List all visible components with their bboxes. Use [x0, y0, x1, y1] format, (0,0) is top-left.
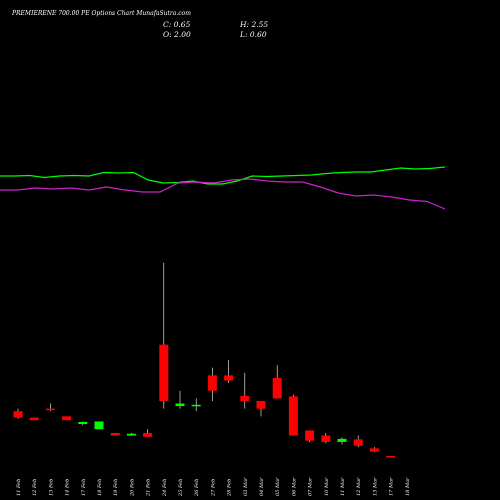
candle-body — [386, 456, 396, 458]
candle-body — [126, 433, 136, 436]
x-tick-label: 27 Feb — [210, 479, 216, 497]
x-tick-label: 12 Feb — [32, 479, 38, 496]
x-tick-label: 17 Feb — [81, 479, 87, 496]
x-axis-labels: 11 Feb 12 Feb 13 Feb 14 Feb 17 Feb 18 Feb 19 F… — [16, 477, 411, 497]
candle-body — [321, 435, 331, 442]
x-tick-label: 12 Mar — [356, 477, 362, 496]
x-tick-label: 28 Feb — [227, 479, 233, 497]
candle-body — [45, 408, 55, 411]
candle-body — [288, 396, 298, 436]
high-value: H: 2.55 — [239, 20, 268, 29]
x-tick-label: 10 Mar — [324, 477, 330, 496]
x-tick-label: 25 Feb — [178, 479, 184, 497]
x-tick-label: 13 Mar — [372, 477, 378, 496]
x-tick-label: 07 Mar — [308, 477, 314, 496]
x-tick-label: 11 Mar — [340, 477, 346, 496]
candle-body — [337, 438, 347, 442]
x-tick-label: 13 Feb — [48, 479, 54, 496]
candle-body — [240, 395, 250, 401]
candle-body — [29, 417, 39, 421]
candle-body — [272, 377, 282, 399]
candle-body — [353, 439, 363, 446]
x-tick-label: 06 Mar — [291, 477, 297, 496]
candle-body — [305, 430, 315, 441]
x-tick-label: 03 Mar — [243, 477, 249, 496]
chart-title: PREMIERENE 700.00 PE Options Chart Munaf… — [11, 10, 191, 17]
candle-body — [13, 411, 23, 418]
candle-body — [159, 344, 169, 401]
x-tick-label: 19 Feb — [113, 479, 119, 496]
candle-body — [110, 432, 120, 436]
candle-body — [224, 375, 234, 381]
x-tick-label: 17 Mar — [389, 477, 395, 496]
x-tick-label: 20 Feb — [129, 479, 135, 497]
x-tick-label: 21 Feb — [146, 479, 152, 497]
indicator-bands — [0, 166, 446, 210]
purple-band-line — [0, 178, 446, 210]
open-value: O: 2.00 — [163, 30, 191, 39]
candle-body — [207, 375, 217, 391]
candle-body — [191, 404, 201, 407]
candle-body — [62, 416, 72, 421]
x-tick-label: 18 Mar — [405, 477, 411, 496]
x-tick-label: 14 Feb — [65, 479, 71, 496]
candle-body — [256, 400, 266, 409]
candlesticks — [13, 262, 396, 458]
close-value: C: 0.65 — [163, 20, 191, 29]
candle-body — [143, 432, 153, 437]
candle-body — [94, 421, 104, 430]
candle-body — [78, 421, 88, 425]
x-tick-label: 24 Feb — [162, 479, 168, 497]
x-tick-label: 26 Feb — [194, 479, 200, 497]
x-tick-label: 04 Mar — [259, 477, 265, 496]
x-tick-label: 11 Feb — [16, 479, 22, 496]
candle-body — [175, 403, 185, 407]
green-band-line — [0, 166, 446, 185]
x-tick-label: 18 Feb — [97, 479, 103, 496]
x-tick-label: 05 Mar — [275, 477, 281, 496]
candle-body — [369, 448, 379, 452]
low-value: L: 0.60 — [239, 30, 267, 39]
